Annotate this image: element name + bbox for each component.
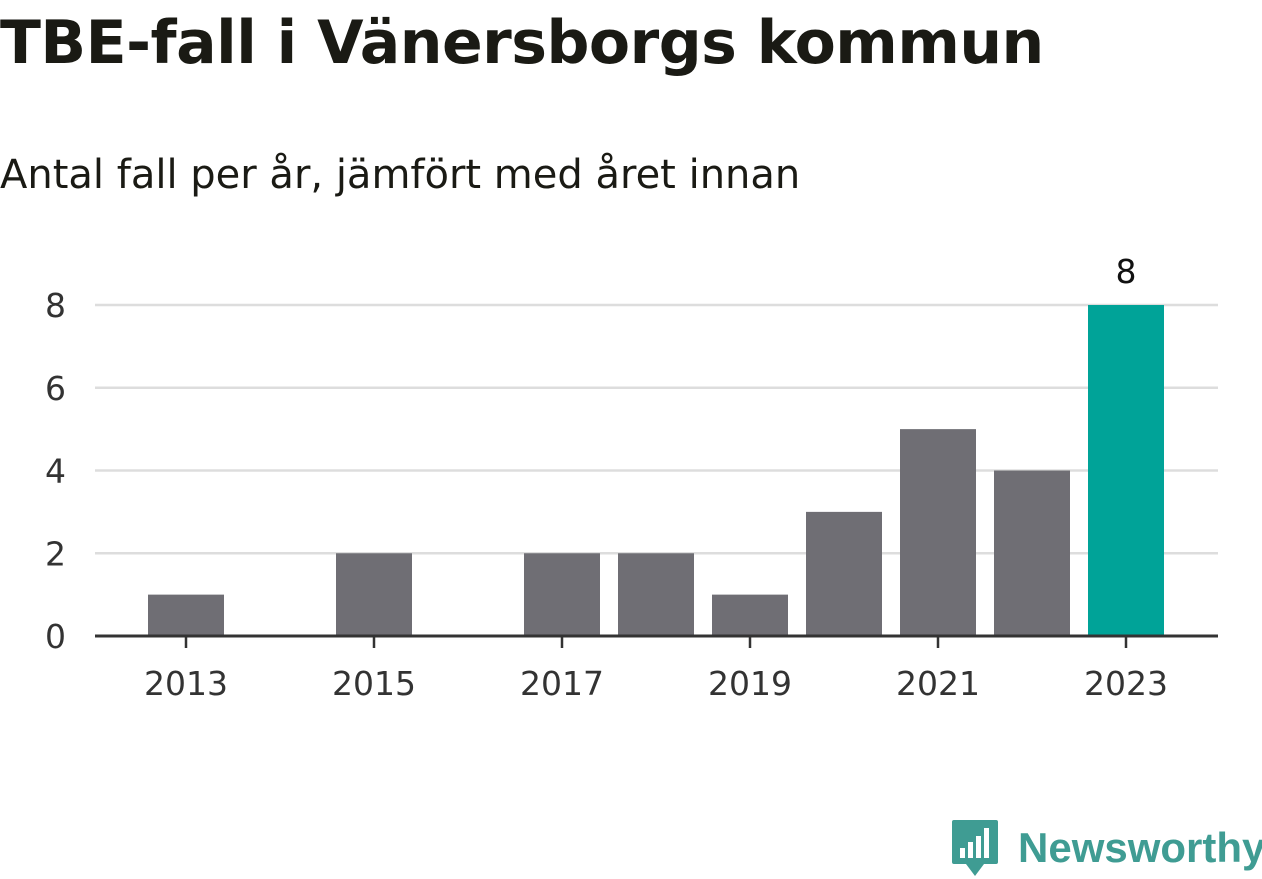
- bar-2020: [806, 511, 882, 636]
- newsworthy-logo-icon: [952, 820, 998, 876]
- y-tick-label: 0: [45, 617, 66, 656]
- x-tick-label: 2017: [520, 664, 604, 703]
- x-tick-label: 2015: [332, 664, 416, 703]
- x-tick-label: 2019: [708, 664, 792, 703]
- bar-2015: [336, 553, 412, 636]
- y-tick-label: 2: [45, 534, 66, 573]
- chart-title: TBE-fall i Vänersborgs kommun: [0, 8, 1044, 78]
- bar-2017: [524, 553, 600, 636]
- x-tick-label: 2013: [144, 664, 228, 703]
- bar-2022: [994, 470, 1070, 636]
- y-tick-label: 4: [45, 452, 66, 491]
- y-tick-label: 8: [45, 286, 66, 325]
- bar-2021: [900, 429, 976, 636]
- brand-name: Newsworthy: [1018, 824, 1262, 871]
- bar-value-label: 8: [1116, 252, 1137, 291]
- bar-2013: [148, 594, 224, 636]
- bar-2019: [712, 594, 788, 636]
- newsworthy-logo: Newsworthy: [950, 818, 1262, 878]
- chart-subtitle: Antal fall per år, jämfört med året inna…: [0, 152, 801, 198]
- x-tick-label: 2021: [896, 664, 980, 703]
- bar-2018: [618, 553, 694, 636]
- bar-2023: [1088, 305, 1164, 636]
- x-tick-label: 2023: [1084, 664, 1168, 703]
- y-tick-label: 6: [45, 369, 66, 408]
